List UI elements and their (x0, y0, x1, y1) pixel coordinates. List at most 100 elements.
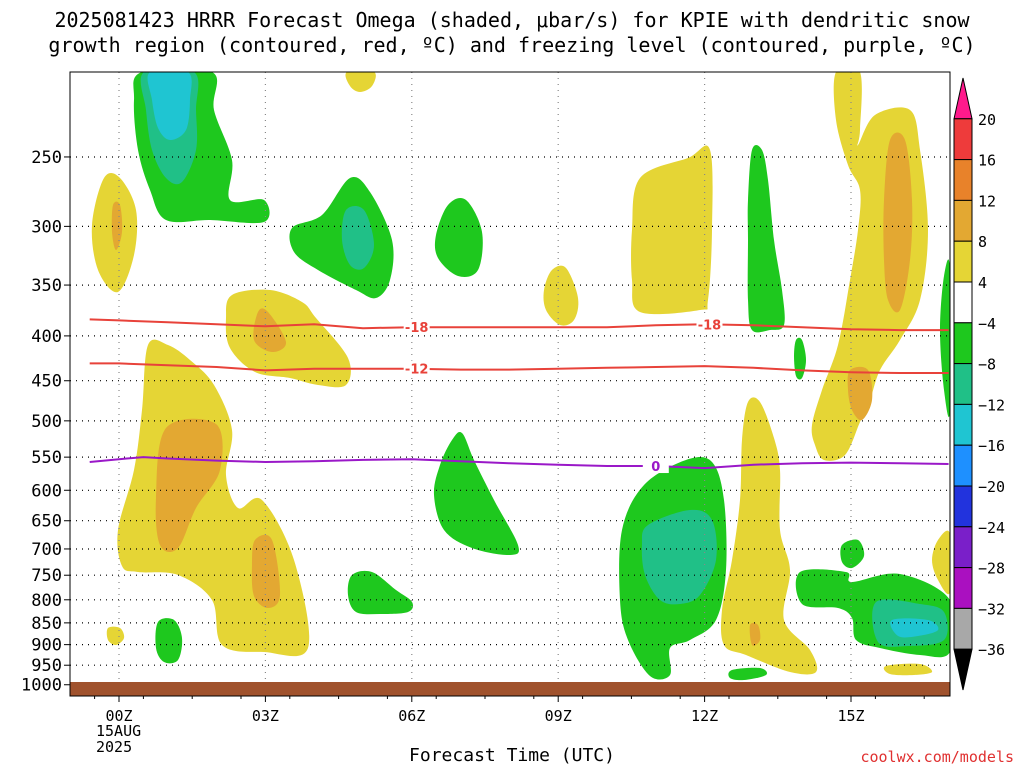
credit-link[interactable]: coolwx.com/models (860, 748, 1014, 766)
y-tick-label-900: 900 (31, 636, 62, 656)
y-tick-label-400: 400 (31, 327, 62, 347)
temperature-contours (89, 318, 949, 470)
y-tick-label-850: 850 (31, 614, 62, 634)
date-label-day: 15AUG (96, 722, 142, 740)
colorbar-segment-8 (953, 403, 973, 446)
colorbar-segment-7 (953, 363, 973, 405)
y-tick-label-750: 750 (31, 566, 62, 586)
colorbar-segment-11 (953, 526, 973, 569)
omega-region-19 (631, 145, 713, 315)
colorbar-label-13: −36 (978, 641, 1005, 659)
omega-region-35 (883, 663, 933, 676)
y-tick-label-250: 250 (31, 148, 62, 168)
plot-border (69, 71, 951, 697)
omega-region-13 (251, 534, 281, 609)
omega-region-5 (345, 72, 376, 92)
colorbar-label-4: 4 (978, 274, 987, 292)
colorbar-label-1: 16 (978, 152, 996, 170)
y-tick-label-500: 500 (31, 412, 62, 432)
contour-label-bg-0-0 (403, 319, 430, 335)
colorbar-label-11: −28 (978, 560, 1005, 578)
x-axis-label: Forecast Time (UTC) (409, 745, 615, 766)
x-tick-label-09Z: 09Z (545, 707, 572, 725)
contour-label-bg-1-0 (403, 360, 430, 376)
contour-label-bg-2-0 (642, 458, 669, 474)
colorbar-segment-13 (953, 607, 973, 650)
contour-label-2-0: 0 (651, 460, 660, 475)
colorbar-segment-4 (953, 240, 973, 283)
chart-title-line-1: 2025081423 HRRR Forecast Omega (shaded, … (54, 8, 970, 32)
y-tick-label-800: 800 (31, 591, 62, 611)
colorbar-arrow-bottom (953, 648, 973, 691)
omega-region-14 (106, 626, 125, 646)
colorbar-segment-2 (953, 159, 973, 201)
colorbar-segment-6 (953, 322, 973, 365)
omega-region-18 (543, 265, 579, 326)
y-tick-label-950: 950 (31, 656, 62, 676)
y-tick-label-450: 450 (31, 372, 62, 392)
omega-region-17 (433, 431, 519, 556)
omega-region-9 (225, 289, 351, 388)
y-tick-label-700: 700 (31, 540, 62, 560)
colorbar-label-12: −32 (978, 600, 1005, 618)
colorbar-label-8: −16 (978, 437, 1005, 455)
colorbar-segment-10 (953, 485, 973, 528)
colorbar-label-0: 20 (978, 111, 996, 129)
colorbar-label-7: −12 (978, 396, 1005, 414)
omega-region-15 (155, 618, 183, 664)
omega-region-8 (434, 197, 483, 277)
omega-region-32 (890, 618, 939, 638)
date-label-year: 2025 (96, 738, 133, 756)
chart-title-line-2: growth region (contoured, red, ºC) and f… (48, 33, 976, 57)
omega-region-16 (347, 570, 414, 615)
omega-region-2 (147, 72, 192, 141)
contour-line-1 (89, 362, 949, 374)
x-tick-label-15Z: 15Z (837, 707, 864, 725)
contour-line-0 (89, 318, 949, 332)
omega-region-36 (728, 667, 768, 681)
omega-shading (91, 72, 950, 681)
contour-label-1-0: -12 (405, 363, 429, 378)
y-tick-label-550: 550 (31, 448, 62, 468)
colorbar-label-5: −4 (978, 315, 996, 333)
omega-region-21 (641, 509, 717, 605)
colorbar: 20 16 12 8 4 −4 −8 −12 −16 −20 −24 −28 −32 −36 (953, 77, 1005, 691)
omega-region-33 (840, 539, 865, 569)
contour-label-0-1: -18 (698, 318, 722, 333)
omega-region-34 (932, 530, 950, 595)
colorbar-segment-3 (953, 199, 973, 242)
x-tick-label-03Z: 03Z (252, 707, 279, 725)
y-axis: 2503003504004505005506006507007508008509… (21, 148, 70, 696)
y-tick-label-650: 650 (31, 512, 62, 532)
y-tick-label-600: 600 (31, 481, 62, 501)
omega-region-23 (720, 397, 818, 675)
colorbar-label-6: −8 (978, 356, 996, 374)
omega-region-24 (749, 622, 761, 646)
omega-region-22 (747, 144, 785, 333)
contour-label-0-0: -18 (405, 321, 429, 336)
colorbar-label-2: 12 (978, 192, 996, 210)
colorbar-label-10: −24 (978, 519, 1005, 537)
omega-region-28 (847, 366, 873, 421)
colorbar-segment-12 (953, 567, 973, 609)
contour-labels: -18 -18 -12 0 (403, 316, 723, 475)
y-tick-label-350: 350 (31, 276, 62, 296)
y-tick-label-1000: 1000 (21, 676, 62, 696)
omega-region-10 (253, 308, 287, 353)
omega-region-12 (155, 418, 223, 553)
contour-line-2 (89, 456, 949, 470)
omega-region-29 (940, 259, 950, 418)
surface-ground (70, 682, 950, 696)
x-tick-label-12Z: 12Z (691, 707, 718, 725)
colorbar-segment-9 (953, 444, 973, 487)
omega-region-6 (289, 176, 394, 299)
contour-label-bg-0-1 (696, 316, 723, 332)
omega-region-27 (883, 132, 913, 313)
colorbar-segment-1 (953, 118, 973, 161)
omega-region-7 (341, 205, 374, 270)
x-axis: 00Z 03Z 06Z 09Z 12Z 15Z (94, 696, 925, 725)
colorbar-segment-5 (953, 281, 973, 324)
colorbar-label-3: 8 (978, 233, 987, 251)
x-tick-label-00Z: 00Z (105, 707, 132, 725)
